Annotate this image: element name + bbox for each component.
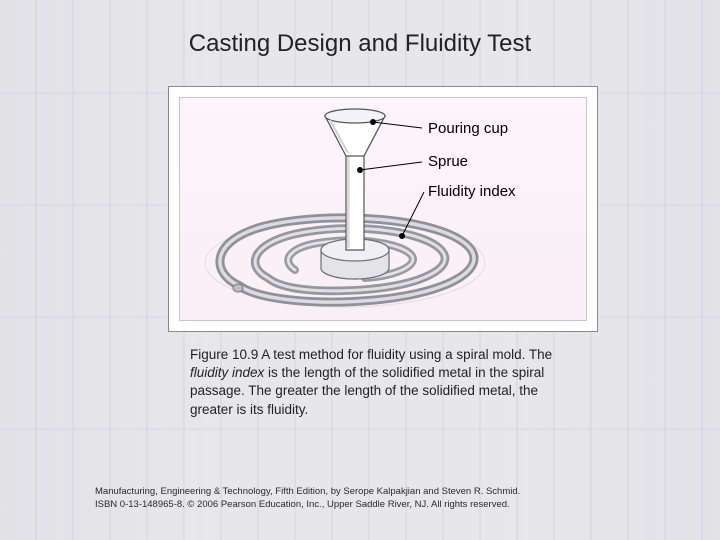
figure-inner: Pouring cup Sprue Fluidity index bbox=[179, 97, 587, 321]
figure-container: Pouring cup Sprue Fluidity index bbox=[168, 86, 598, 332]
caption-italic: fluidity index bbox=[190, 365, 264, 380]
page-title: Casting Design and Fluidity Test bbox=[0, 30, 720, 58]
caption-prefix: Figure 10.9 A test method for fluidity u… bbox=[190, 347, 552, 362]
label-sprue: Sprue bbox=[428, 153, 468, 170]
fluidity-diagram: Pouring cup Sprue Fluidity index bbox=[180, 98, 588, 322]
pouring-cup bbox=[325, 109, 385, 156]
label-pouring-cup: Pouring cup bbox=[428, 120, 508, 137]
footer-line-2: ISBN 0-13-148965-8. © 2006 Pearson Educa… bbox=[95, 499, 655, 512]
figure-caption: Figure 10.9 A test method for fluidity u… bbox=[190, 346, 570, 419]
footer: Manufacturing, Engineering & Technology,… bbox=[95, 486, 655, 512]
label-fluidity-index: Fluidity index bbox=[428, 183, 516, 200]
footer-line-1: Manufacturing, Engineering & Technology,… bbox=[95, 486, 655, 499]
